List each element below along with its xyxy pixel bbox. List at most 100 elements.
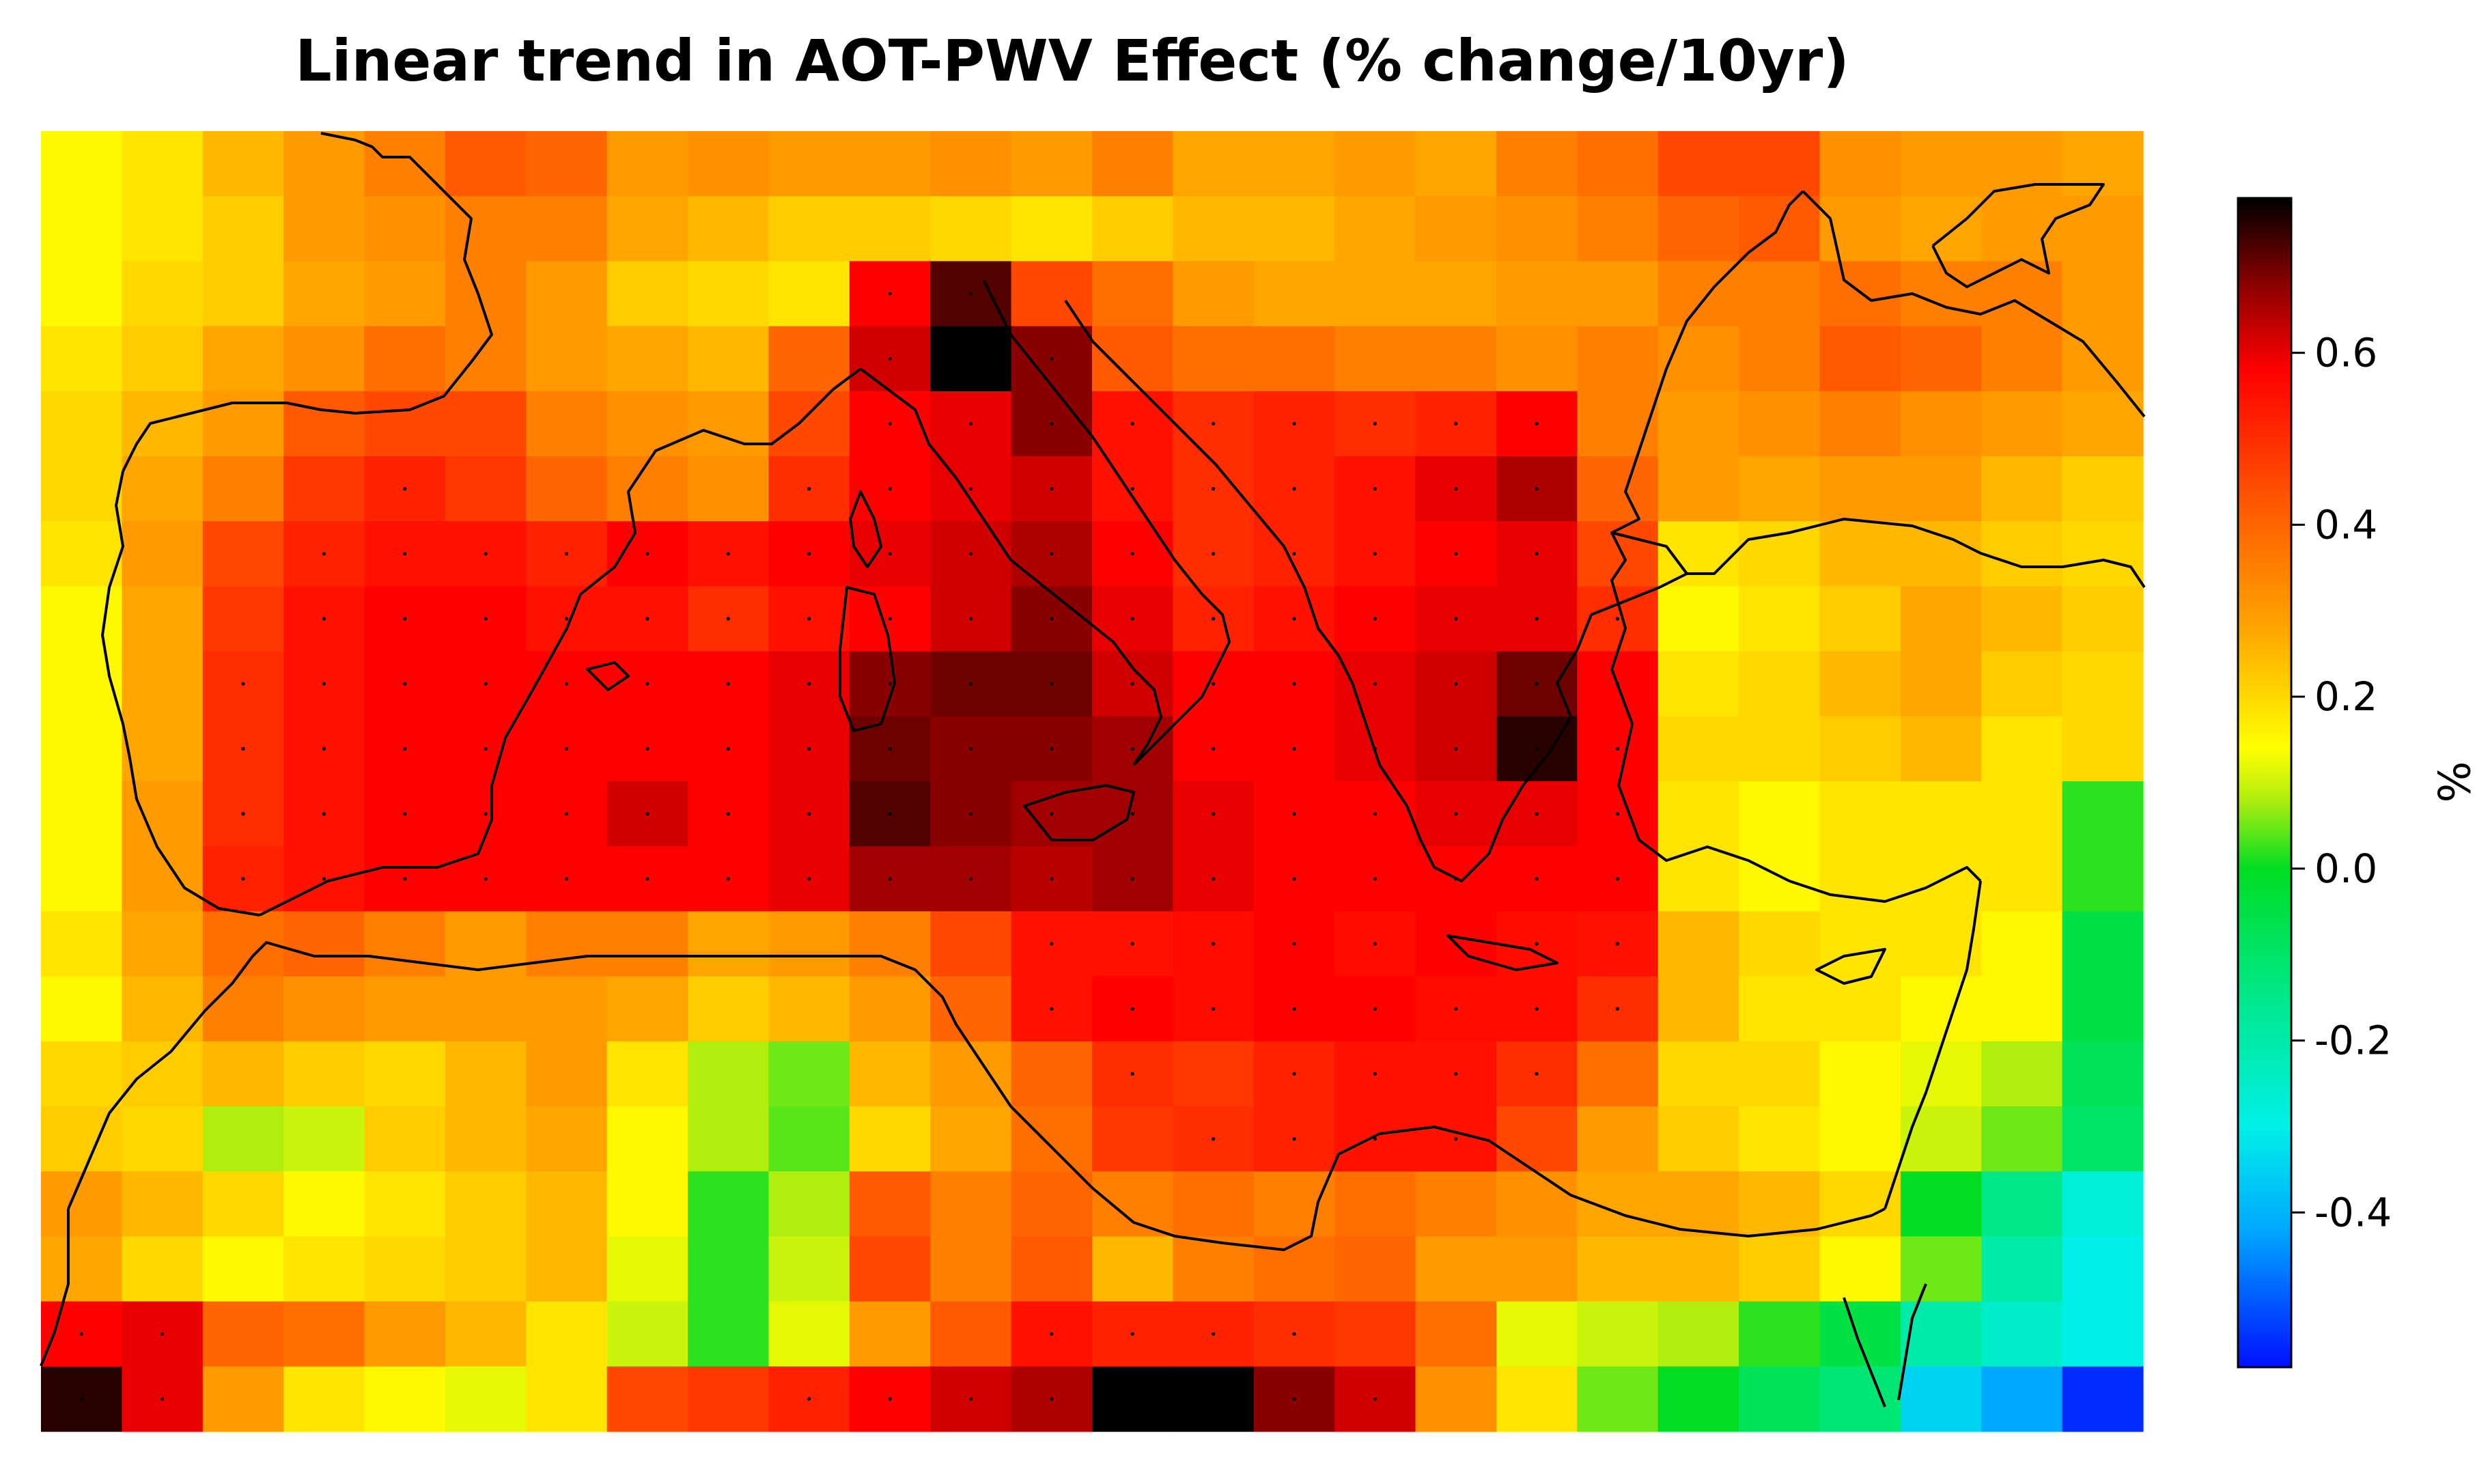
coastline-overlay: [40, 132, 2146, 1408]
heatmap-cell: [1900, 781, 1982, 847]
heatmap-cell: [1739, 1171, 1821, 1237]
heatmap-cell: [41, 976, 122, 1042]
significance-dot: [1373, 1137, 1377, 1141]
significance-dot: [1535, 1007, 1539, 1011]
heatmap-cell: [202, 1236, 284, 1302]
significance-dot: [807, 877, 811, 881]
heatmap-cell: [283, 326, 365, 392]
coastline-italy-west: [859, 367, 1162, 766]
heatmap-cell: [41, 196, 122, 262]
heatmap-cell: [1819, 1106, 1901, 1172]
heatmap-cell: [202, 456, 284, 522]
significance-dot: [1454, 942, 1458, 946]
significance-dot: [1211, 617, 1216, 621]
significance-dot: [726, 746, 730, 751]
significance-dot: [1373, 617, 1377, 621]
heatmap-cell: [1415, 1301, 1497, 1367]
heatmap-cell: [1173, 261, 1255, 327]
heatmap-cell: [122, 456, 204, 522]
heatmap-cell: [41, 261, 122, 327]
heatmap-cell: [1577, 131, 1659, 197]
heatmap-cell: [202, 391, 284, 457]
significance-dot: [1373, 746, 1377, 751]
significance-dot: [1292, 812, 1296, 816]
significance-dot: [322, 877, 326, 881]
significance-dot: [1373, 1007, 1377, 1011]
heatmap-cell: [688, 391, 770, 457]
heatmap-cell: [1900, 1106, 1982, 1172]
heatmap-cell: [1657, 131, 1739, 197]
heatmap-cell: [526, 326, 608, 392]
heatmap-cell: [1900, 651, 1982, 717]
heatmap-cell: [1496, 1171, 1578, 1237]
heatmap-cell: [283, 456, 365, 522]
heatmap-cell: [768, 326, 850, 392]
significance-dot: [1535, 552, 1539, 556]
heatmap-cell: [1657, 651, 1739, 717]
heatmap-cell: [930, 1106, 1012, 1172]
heatmap-cell: [1577, 1236, 1659, 1302]
coastline-turkey: [1591, 531, 1982, 903]
heatmap-cell: [1981, 781, 2063, 847]
significance-dot: [1454, 552, 1458, 556]
heatmap-cell: [526, 1171, 608, 1237]
significance-dot: [403, 617, 407, 621]
heatmap-cell: [41, 1236, 122, 1302]
heatmap-cell: [1173, 326, 1255, 392]
heatmap-cell: [122, 976, 204, 1042]
heatmap-cell: [122, 131, 204, 197]
significance-dot: [1292, 1397, 1296, 1401]
coastline-levant: [1884, 880, 1982, 1209]
heatmap-cell: [41, 911, 122, 977]
heatmap-cell: [849, 1301, 931, 1367]
heatmap-cell: [202, 1106, 284, 1172]
heatmap-cell: [202, 131, 284, 197]
significance-dot: [241, 746, 245, 751]
heatmap-cell: [1900, 196, 1982, 262]
heatmap-cell: [2062, 846, 2144, 912]
significance-dot: [1050, 1007, 1054, 1011]
heatmap-cell: [1173, 196, 1255, 262]
heatmap-cell: [1739, 391, 1821, 457]
heatmap-cell: [1577, 1301, 1659, 1367]
heatmap-cell: [1981, 911, 2063, 977]
heatmap-cell: [1819, 1041, 1901, 1107]
heatmap-cell: [445, 131, 527, 197]
significance-dot: [403, 552, 407, 556]
significance-dot: [160, 1332, 165, 1336]
significance-dot: [241, 877, 245, 881]
heatmap-cell: [1092, 261, 1173, 327]
heatmap-cell: [1981, 456, 2063, 522]
heatmap-cell: [849, 1041, 931, 1107]
heatmap-cell: [283, 1106, 365, 1172]
coastline-black-sea-north: [1802, 190, 2146, 418]
heatmap-cell: [1011, 261, 1093, 327]
heatmap-cell: [606, 326, 688, 392]
significance-dot: [645, 812, 649, 816]
heatmap-cell: [1173, 1171, 1255, 1237]
heatmap-cell: [445, 1301, 527, 1367]
significance-dot: [564, 877, 569, 881]
significance-dot: [888, 812, 892, 816]
heatmap-cell: [283, 1171, 365, 1237]
significance-dot: [564, 746, 569, 751]
significance-dot: [1130, 1007, 1134, 1011]
coastline-crete: [1446, 934, 1558, 971]
heatmap-cell: [1657, 911, 1739, 977]
heatmap-cell: [1739, 1106, 1821, 1172]
heatmap-cell: [1011, 196, 1093, 262]
heatmap-cell: [526, 391, 608, 457]
heatmap-cell: [1496, 261, 1578, 327]
coastline-adriatic-east: [1064, 299, 1354, 684]
significance-dot: [888, 746, 892, 751]
significance-dot: [968, 292, 973, 296]
significance-dot: [1211, 421, 1216, 426]
coastline-sicily: [1023, 784, 1135, 841]
heatmap-cell: [2062, 456, 2144, 522]
significance-dot: [564, 617, 569, 621]
significance-dot: [1050, 1332, 1054, 1336]
chart-title: Linear trend in AOT-PWV Effect (% change…: [295, 27, 1849, 94]
significance-dot: [1211, 942, 1216, 946]
heatmap-cell: [1657, 976, 1739, 1042]
significance-dot: [807, 682, 811, 686]
